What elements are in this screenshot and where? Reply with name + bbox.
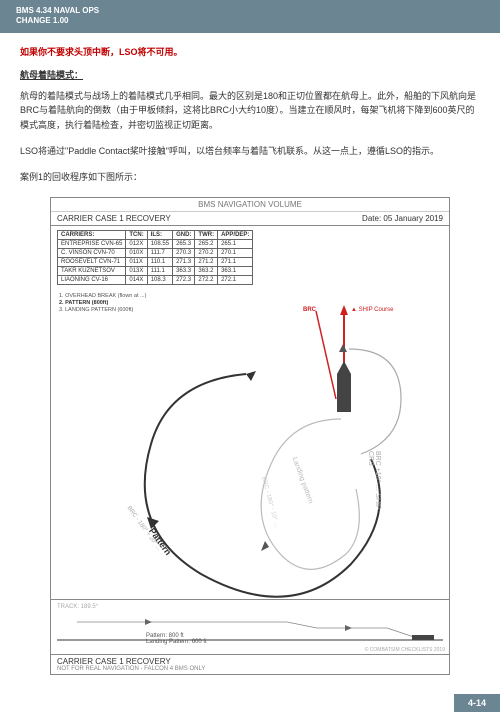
table-header: GND: xyxy=(173,230,195,239)
diagram-date: Date: 05 January 2019 xyxy=(362,214,443,223)
table-cell: 272.1 xyxy=(218,275,253,284)
table-cell: 013X xyxy=(126,266,147,275)
table-header: CARRIERS: xyxy=(58,230,126,239)
table-cell: 010X xyxy=(126,248,147,257)
table-cell: LIAONING CV-16 xyxy=(58,275,126,284)
table-cell: 363.1 xyxy=(218,266,253,275)
paragraph-1: 航母的着陆模式与战场上的着陆模式几乎相同。最大的区别是180和正切位置都在航母上… xyxy=(20,89,480,132)
table-header: TCN: xyxy=(126,230,147,239)
diagram: BMS NAVIGATION VOLUME CARRIER CASE 1 REC… xyxy=(50,197,450,675)
section-title: 航母着陆模式： xyxy=(20,68,480,81)
table-cell: 272.3 xyxy=(173,275,195,284)
profile-svg xyxy=(57,614,443,644)
table-cell: 270.2 xyxy=(195,248,218,257)
paragraph-3: 案例1的回收程序如下图所示： xyxy=(20,170,480,184)
table-cell: ROOSEVELT CVN-71 xyxy=(58,257,126,266)
table-header: ILS: xyxy=(147,230,172,239)
diagram-vol-header: BMS NAVIGATION VOLUME xyxy=(51,198,449,212)
page-number: 4-14 xyxy=(454,694,500,712)
table-cell: 271.2 xyxy=(195,257,218,266)
table-header: TWR: xyxy=(195,230,218,239)
table-cell: C. VINSON CVN-70 xyxy=(58,248,126,257)
label-ship-course: ▲ SHIP Course xyxy=(351,307,394,313)
table-cell: 012X xyxy=(126,239,147,248)
table-row: ENTREPRISE CVN-65012X108.55265.3265.2265… xyxy=(58,239,253,248)
diagram-footer: CARRIER CASE 1 RECOVERY NOT FOR REAL NAV… xyxy=(51,654,449,674)
copyright: © COMBATSIM CHECKLISTS 2019 xyxy=(365,647,445,653)
paragraph-2: LSO将通过"Paddle Contact桨叶接触"呼叫，以塔台频率与着陆飞机联… xyxy=(20,144,480,158)
table-cell: 363.3 xyxy=(173,266,195,275)
table-row: C. VINSON CVN-70010X111.7270.3270.2270.1 xyxy=(58,248,253,257)
table-cell: 265.3 xyxy=(173,239,195,248)
table-header: APP/DEP: xyxy=(218,230,253,239)
label-brc10: BRC +10° … SHIP CRS xyxy=(367,451,381,526)
table-row: ROOSEVELT CVN-71011X110.1271.3271.2271.1 xyxy=(58,257,253,266)
table-cell: 271.3 xyxy=(173,257,195,266)
diagram-bottom: TRACK: 189.5° Pattern: 800 ft Landing Pa… xyxy=(51,599,449,654)
table-cell: 265.2 xyxy=(195,239,218,248)
doc-header: BMS 4.34 NAVAL OPS CHANGE 1.00 xyxy=(0,0,500,33)
footer-sub: NOT FOR REAL NAVIGATION - FALCON 4 BMS O… xyxy=(57,666,443,672)
header-line2: CHANGE 1.00 xyxy=(16,16,484,26)
track-label: TRACK: 189.5° xyxy=(57,604,443,610)
label-brc: BRC xyxy=(303,307,316,313)
table-cell: 271.1 xyxy=(218,257,253,266)
table-cell: 014X xyxy=(126,275,147,284)
table-row: LIAONING CV-16014X108.3272.3272.2272.1 xyxy=(58,275,253,284)
diagram-body: 1. OVERHEAD BREAK (flown at ...) 2. PATT… xyxy=(51,289,449,599)
table-row: TAKR KUZNETSOV013X111.1363.3363.2363.1 xyxy=(58,266,253,275)
table-cell: TAKR KUZNETSOV xyxy=(58,266,126,275)
landing-alt: Landing Pattern: 600 ft xyxy=(146,639,207,645)
table-cell: 270.1 xyxy=(218,248,253,257)
pattern-svg xyxy=(51,289,449,599)
table-cell: 363.2 xyxy=(195,266,218,275)
header-line1: BMS 4.34 NAVAL OPS xyxy=(16,6,484,16)
red-warning: 如果你不要求头顶中断，LSO将不可用。 xyxy=(20,45,480,58)
diagram-title: CARRIER CASE 1 RECOVERY xyxy=(57,214,171,223)
table-cell: 272.2 xyxy=(195,275,218,284)
table-cell: 111.1 xyxy=(147,266,172,275)
carrier-table: CARRIERS:TCN:ILS:GND:TWR:APP/DEP: ENTREP… xyxy=(57,230,253,285)
table-cell: 108.55 xyxy=(147,239,172,248)
table-cell: 011X xyxy=(126,257,147,266)
table-cell: 111.7 xyxy=(147,248,172,257)
table-cell: 270.3 xyxy=(173,248,195,257)
table-cell: 110.1 xyxy=(147,257,172,266)
footer-title-text: CARRIER CASE 1 RECOVERY xyxy=(57,657,443,666)
table-cell: 265.1 xyxy=(218,239,253,248)
diagram-title-row: CARRIER CASE 1 RECOVERY Date: 05 January… xyxy=(51,212,449,226)
table-cell: ENTREPRISE CVN-65 xyxy=(58,239,126,248)
table-cell: 108.3 xyxy=(147,275,172,284)
content: 如果你不要求头顶中断，LSO将不可用。 航母着陆模式： 航母的着陆模式与战场上的… xyxy=(0,33,500,687)
